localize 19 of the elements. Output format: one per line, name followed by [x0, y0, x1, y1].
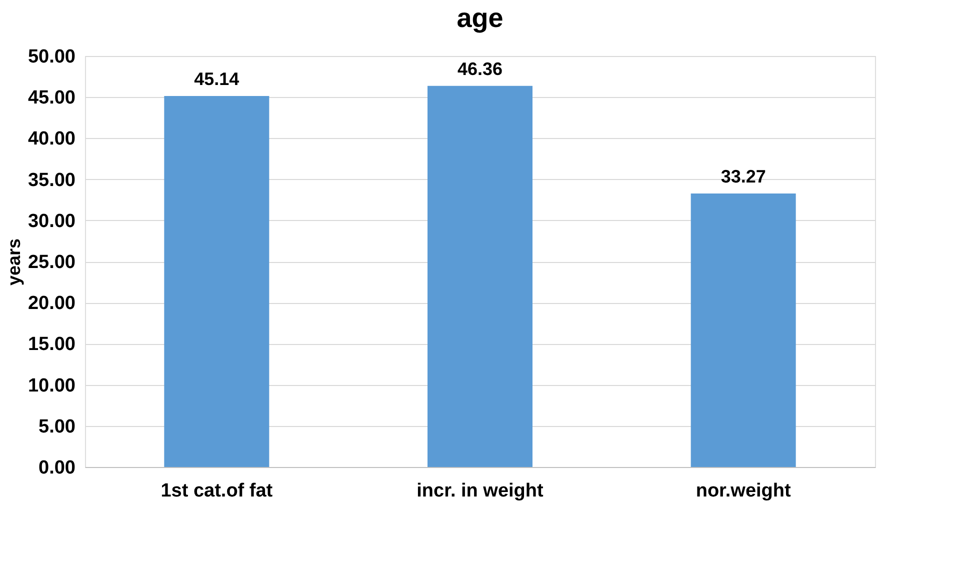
y-tick-label: 50.00	[28, 46, 76, 68]
y-tick-label: 30.00	[28, 210, 76, 232]
y-tick-label: 20.00	[28, 293, 76, 314]
data-label: 45.14	[194, 68, 240, 89]
y-tick-label: 25.00	[28, 252, 76, 273]
x-tick-label: 1st cat.of fat	[160, 480, 274, 502]
y-axis-title: years	[4, 238, 24, 286]
y-tick-label: 0.00	[38, 458, 76, 478]
y-tick-label: 35.00	[28, 170, 76, 191]
y-tick-label: 40.00	[28, 128, 76, 150]
data-label: 33.27	[720, 166, 766, 187]
chart-title: age	[456, 3, 504, 33]
data-label: 46.36	[457, 58, 503, 79]
x-tick-label: incr. in weight	[416, 480, 544, 502]
x-tick-label: nor.weight	[696, 480, 792, 502]
y-tick-label: 15.00	[28, 334, 76, 356]
y-tick-label: 45.00	[28, 88, 76, 109]
y-tick-label: 5.00	[38, 416, 76, 438]
y-tick-label: 10.00	[28, 375, 76, 396]
